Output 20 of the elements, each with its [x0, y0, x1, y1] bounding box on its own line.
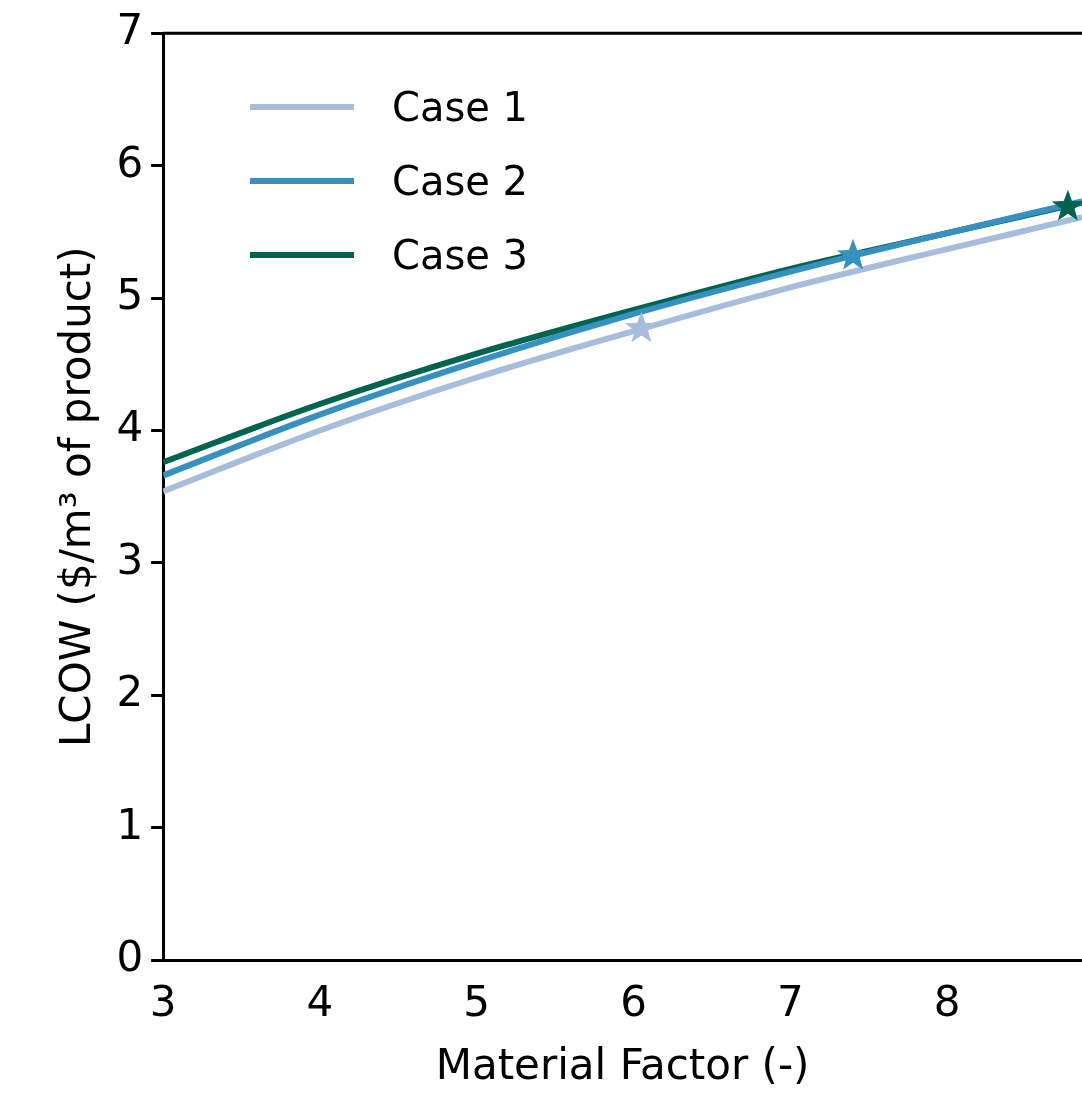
- x-tick-label: 7: [776, 977, 804, 1027]
- y-tick-label: 5: [116, 269, 144, 319]
- x-tick-label: 5: [463, 977, 491, 1027]
- x-tick-label: 4: [306, 977, 334, 1027]
- y-tick-label: 6: [116, 137, 144, 187]
- y-tick-label: 1: [116, 799, 144, 849]
- y-tick-label: 0: [116, 932, 144, 982]
- x-axis-title: Material Factor (-): [435, 1039, 810, 1089]
- y-axis-title: LCOW ($/m³ of product): [51, 246, 101, 748]
- legend-label: Case 1: [392, 84, 529, 130]
- legend-label: Case 2: [392, 158, 529, 204]
- legend-label: Case 3: [392, 232, 529, 278]
- x-tick-label: 3: [149, 977, 177, 1027]
- point: [1051, 189, 1082, 221]
- x-tick-label: 6: [620, 977, 647, 1027]
- y-tick-label: 3: [116, 534, 144, 584]
- y-tick-label: 2: [116, 667, 144, 717]
- y-tick-label: 4: [116, 402, 144, 452]
- x-tick-label: 8: [933, 977, 961, 1027]
- y-tick-label: 7: [116, 5, 144, 55]
